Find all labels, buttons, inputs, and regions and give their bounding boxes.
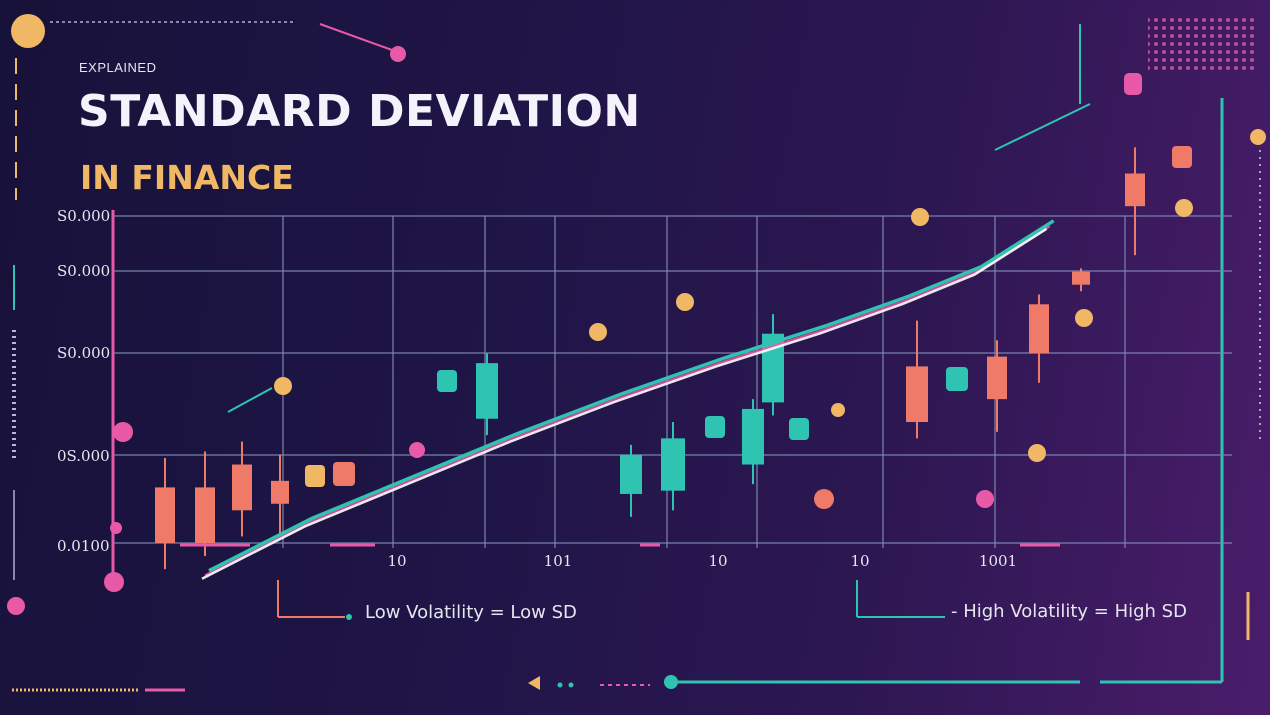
coin-icon [589,323,607,341]
candle-body [476,363,498,419]
trend-line-teal [208,219,1055,573]
coin-icon [1075,309,1093,327]
badge-icon [305,465,325,487]
trend-line-white [201,227,1048,580]
candle-body [155,487,175,543]
gold-dot-decoration [11,14,45,48]
trend-lines [201,103,1091,580]
decorations [7,14,1266,692]
badge-icon [437,370,457,392]
candle-body [906,366,928,423]
candle-body [232,464,252,511]
y-tick-label: 0S.000 [57,447,110,465]
badge-icon [333,462,355,486]
candle-body [1029,304,1049,354]
candle-body [1125,173,1145,207]
candle-body [742,408,764,465]
candle-body [195,487,215,543]
page-subtitle: IN FINANCE [80,158,294,197]
coin-icon [831,403,845,417]
badge-icon [1124,73,1142,95]
badge-icon [946,367,968,391]
coin-icon [976,490,994,508]
coin-icon [274,377,292,395]
trend-extension [994,103,1091,151]
x-tick-label: 10 [708,552,727,570]
coin-icon [1028,444,1046,462]
coin-icon [409,442,425,458]
coin-icon [1175,199,1193,217]
y-tick-label: S0.000 [57,207,110,225]
x-tick-label: 1001 [979,552,1017,570]
candle-body [1072,271,1090,285]
x-tick-label: 10 [387,552,406,570]
candle-body [271,480,289,504]
coin-icon [911,208,929,226]
page-title: STANDARD DEVIATION [78,86,641,137]
x-axis-labels: 10 101 10 10 1001 [387,552,1017,570]
badge-icon [1172,146,1192,168]
coin-markers [274,73,1193,509]
x-tick-label: 10 [850,552,869,570]
y-axis-labels: S0.000 S0.000 S0.000 0S.000 0.0100 [57,207,110,555]
candle-body [987,356,1007,400]
candle-body [620,454,642,494]
legend-connectors [277,580,945,620]
badge-icon [705,416,725,438]
y-tick-label: 0.0100 [57,537,110,555]
y-tick-label: S0.000 [57,344,110,362]
dot-grid-decoration [1148,18,1258,74]
legend-high-volatility: - High Volatility = High SD [951,601,1187,622]
badge-icon [789,418,809,440]
coin-icon [676,293,694,311]
x-tick-label: 101 [544,552,573,570]
legend-low-volatility: Low Volatility = Low SD [365,602,577,623]
trend-line-pink [204,224,1051,578]
trend-extension [227,387,273,413]
candlestick-series [155,147,1145,570]
eyebrow-label: EXPLAINED [79,60,157,75]
coin-icon [814,489,834,509]
y-tick-label: S0.000 [57,262,110,280]
candle-body [661,438,685,491]
